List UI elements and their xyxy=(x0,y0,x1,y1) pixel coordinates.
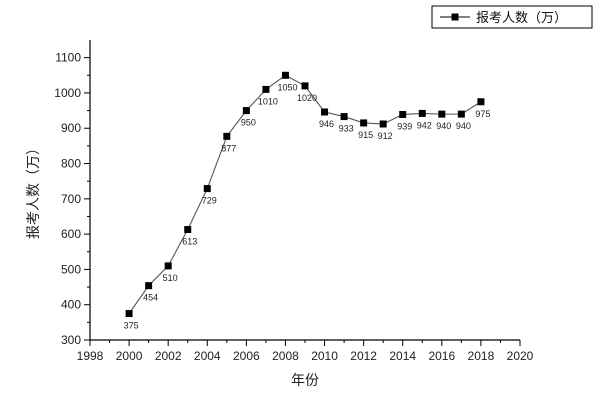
x-tick-label: 1998 xyxy=(77,349,104,363)
data-point-marker xyxy=(457,110,465,118)
data-label: 950 xyxy=(241,118,256,128)
x-tick-label: 2000 xyxy=(116,349,143,363)
x-tick-label: 2012 xyxy=(350,349,377,363)
data-point-marker xyxy=(203,185,211,193)
series-line xyxy=(128,74,482,314)
x-axis-title: 年份 xyxy=(291,373,319,389)
y-tick-label: 700 xyxy=(61,192,81,206)
data-label: 510 xyxy=(163,273,178,283)
data-point-marker xyxy=(125,310,133,318)
x-tick-label: 2014 xyxy=(389,349,416,363)
data-point-marker xyxy=(321,108,329,116)
legend-label: 报考人数（万） xyxy=(476,11,567,26)
data-point-marker xyxy=(301,82,309,90)
y-tick-label: 1100 xyxy=(55,51,81,65)
x-tick-label: 2004 xyxy=(194,349,221,363)
data-label: 940 xyxy=(456,121,471,131)
data-point-marker xyxy=(477,98,485,106)
data-label: 1010 xyxy=(258,96,278,106)
ticks: 1998 2000 2002 2004 2006 2008 2010 2012 2014 2016… xyxy=(54,51,533,363)
legend-box xyxy=(431,5,593,29)
data-point-marker xyxy=(379,120,387,128)
data-label: 454 xyxy=(143,293,158,303)
x-tick-label: 2016 xyxy=(428,349,455,363)
data-label: 729 xyxy=(202,196,217,206)
data-label: 942 xyxy=(417,120,432,130)
data-point-marker xyxy=(281,71,289,79)
y-axis-title: 报考人数（万） xyxy=(26,141,42,239)
data-point-marker xyxy=(184,226,192,234)
data-point-marker xyxy=(242,107,250,115)
data-label: 939 xyxy=(397,121,412,131)
y-tick-label: 300 xyxy=(61,333,81,347)
series xyxy=(125,71,485,318)
legend-marker-sample xyxy=(451,13,459,21)
data-label: 1020 xyxy=(297,93,317,103)
x-tick-label: 2006 xyxy=(233,349,260,363)
data-label: 940 xyxy=(436,121,451,131)
data-label: 613 xyxy=(182,237,197,247)
y-tick-label: 800 xyxy=(61,157,81,171)
x-tick-label: 2002 xyxy=(155,349,182,363)
x-tick-label: 2010 xyxy=(311,349,338,363)
data-label: 946 xyxy=(319,119,334,129)
data-label: 877 xyxy=(221,143,236,153)
data-point-marker xyxy=(262,85,270,93)
y-tick-label: 500 xyxy=(61,262,81,276)
y-tick-label: 1000 xyxy=(54,86,81,100)
data-label: 915 xyxy=(358,130,373,140)
data-point-marker xyxy=(145,282,153,290)
data-point-marker xyxy=(399,110,407,118)
data-point-marker xyxy=(340,113,348,121)
data-label: 1050 xyxy=(277,82,297,92)
data-point-marker xyxy=(164,262,172,270)
data-label: 933 xyxy=(339,124,354,134)
legend: 报考人数（万） xyxy=(431,5,593,29)
data-label: 912 xyxy=(378,131,393,141)
data-label: 975 xyxy=(475,109,490,119)
data-label: 375 xyxy=(124,321,139,331)
x-tick-label: 2008 xyxy=(272,349,299,363)
data-point-marker xyxy=(223,132,231,140)
data-point-marker xyxy=(418,109,426,117)
data-point-marker xyxy=(438,110,446,118)
data-point-marker xyxy=(360,119,368,127)
y-tick-label: 600 xyxy=(61,227,81,241)
x-tick-label: 2018 xyxy=(468,349,495,363)
y-tick-label: 900 xyxy=(61,121,81,135)
y-tick-label: 400 xyxy=(61,298,81,312)
x-tick-label: 2020 xyxy=(507,349,534,363)
